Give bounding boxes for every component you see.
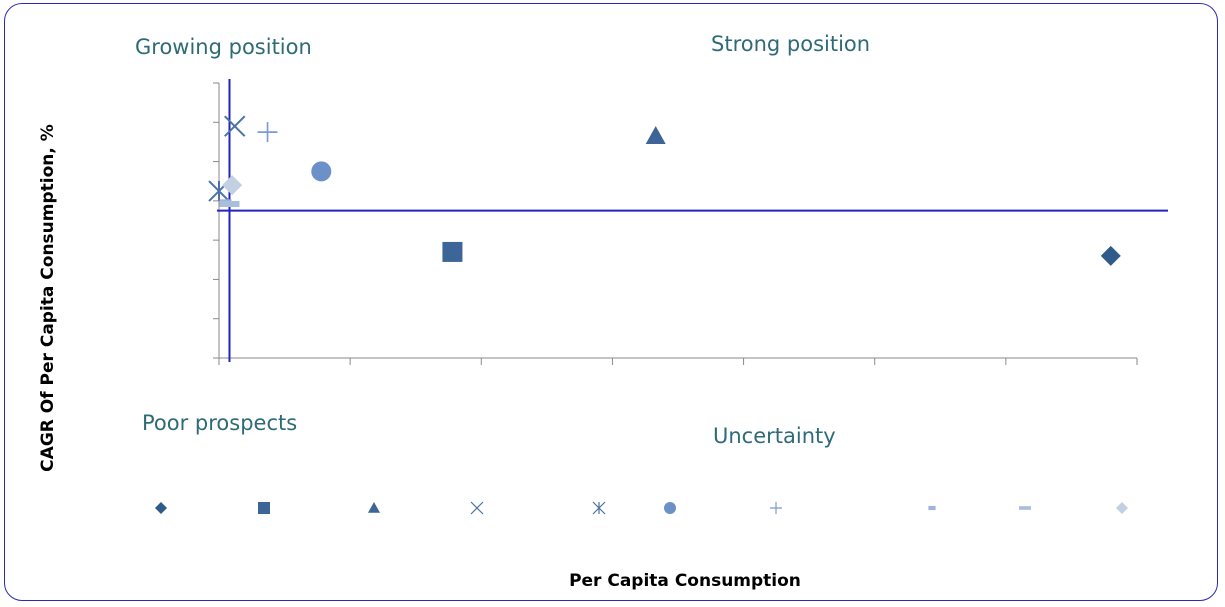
legend-marker-10-diamond <box>1116 502 1128 514</box>
data-point-4-x <box>224 115 246 137</box>
quadrant-label-strong: Strong position <box>711 32 870 56</box>
y-axis-title: CAGR Of Per Capita Consumption, % <box>38 124 58 472</box>
legend-marker-2-square <box>258 502 270 514</box>
legend-marker-4-x <box>470 501 484 515</box>
legend-marker-5-star <box>592 501 606 515</box>
legend-marker-1-diamond <box>155 502 167 514</box>
data-point-7-plus <box>257 122 278 143</box>
data-point-9-long-dash <box>219 201 240 207</box>
data-point-2-square <box>442 241 463 262</box>
legend-marker-8-short-dash <box>928 505 936 511</box>
legend-marker-6-circle <box>664 502 676 514</box>
legend-marker-3-triangle <box>368 502 380 513</box>
legend-marker-9-long-dash <box>1019 506 1031 510</box>
quadrant-label-uncertainty: Uncertainty <box>713 424 836 448</box>
chart-frame <box>4 3 1218 601</box>
quadrant-label-growing: Growing position <box>135 35 312 59</box>
data-point-1-diamond <box>1100 245 1121 266</box>
data-point-6-circle <box>311 161 332 182</box>
x-axis-title: Per Capita Consumption <box>569 571 801 591</box>
data-point-10-diamond <box>222 175 243 196</box>
data-point-3-triangle <box>645 126 666 145</box>
quadrant-label-poor: Poor prospects <box>142 411 297 435</box>
legend-marker-7-plus <box>770 502 782 514</box>
